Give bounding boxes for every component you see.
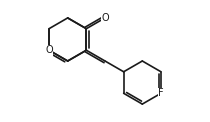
Text: O: O — [45, 45, 53, 55]
Text: F: F — [158, 88, 164, 98]
Text: O: O — [101, 13, 109, 23]
